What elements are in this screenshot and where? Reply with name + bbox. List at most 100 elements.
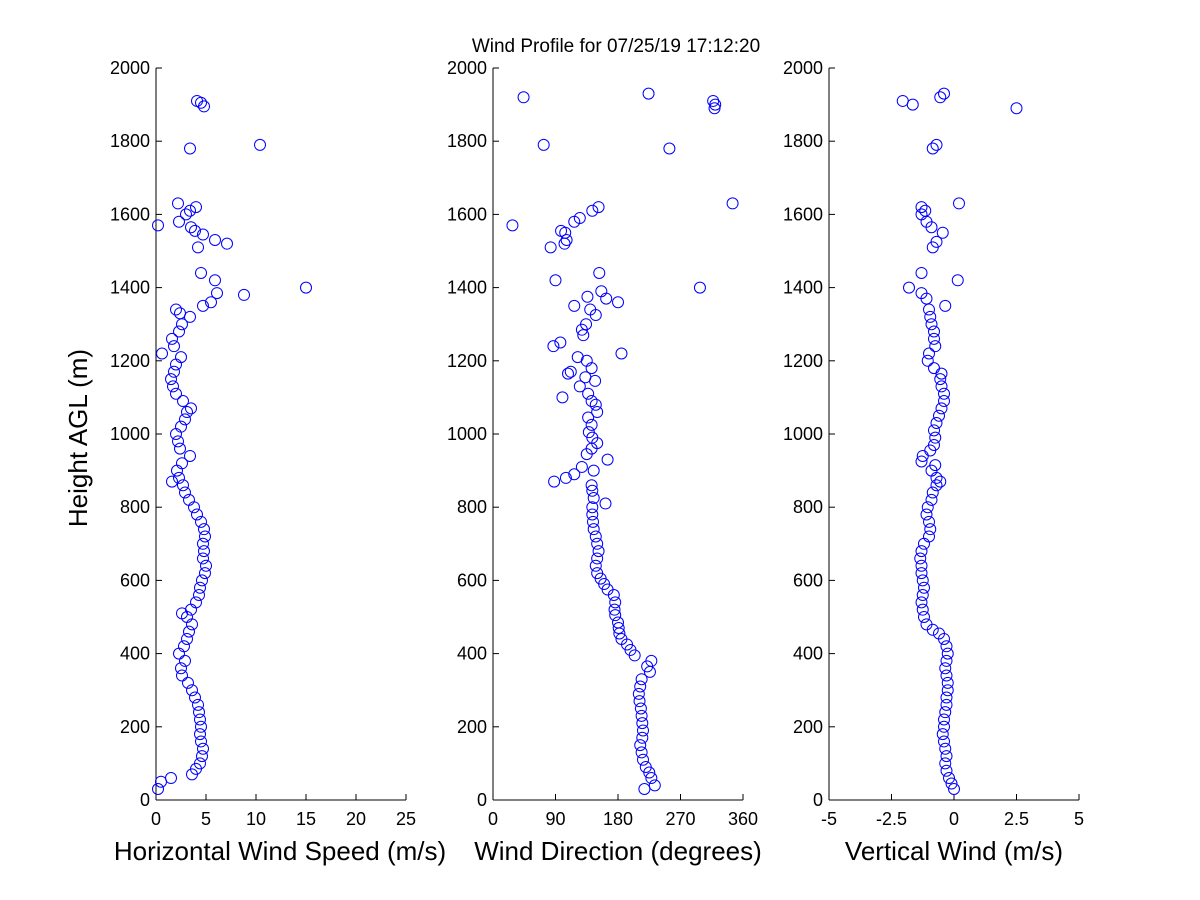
data-point [544, 241, 557, 254]
data-point [582, 387, 595, 400]
data-point [182, 676, 194, 689]
data-point [592, 201, 605, 214]
data-point [197, 537, 209, 550]
data-point [192, 241, 204, 254]
data-point [167, 380, 179, 393]
data-point [635, 746, 648, 759]
data-point [165, 373, 177, 386]
data-point [928, 438, 940, 451]
data-point [195, 266, 207, 279]
y-tick-label: 1200 [110, 351, 150, 371]
data-point [585, 479, 598, 492]
data-point [191, 508, 203, 521]
data-point [591, 552, 604, 565]
data-point [179, 654, 191, 667]
data-point [915, 559, 928, 572]
data-point [184, 204, 196, 217]
data-point [645, 654, 658, 667]
data-point [175, 351, 187, 364]
data-point [707, 94, 720, 107]
data-point [196, 574, 208, 587]
data-point [940, 691, 953, 704]
data-point [915, 201, 928, 214]
x-tick-label: 0 [151, 809, 161, 829]
data-point [918, 581, 930, 594]
data-point [190, 201, 202, 214]
data-point [181, 632, 193, 645]
y-tick-label: 1600 [447, 204, 487, 224]
data-point [941, 684, 954, 697]
data-point [571, 351, 584, 364]
data-point [915, 455, 928, 468]
data-point [916, 589, 929, 602]
data-point [940, 654, 953, 667]
x-tick-label: 0 [488, 809, 498, 829]
x-axis-label: Horizontal Wind Speed (m/s) [114, 836, 446, 866]
data-point [915, 545, 928, 558]
data-point [585, 395, 598, 408]
data-point [930, 479, 943, 492]
data-point [612, 616, 624, 629]
data-point [194, 728, 206, 741]
data-point [584, 303, 597, 316]
x-tick-label: 20 [346, 809, 366, 829]
data-point [589, 530, 602, 543]
data-point [938, 387, 950, 400]
data-point [601, 453, 614, 466]
data-point [548, 475, 561, 488]
data-point [183, 625, 195, 638]
x-tick-label: 2.5 [1004, 809, 1029, 829]
x-tick-label: 5 [201, 809, 211, 829]
y-tick-label: 200 [793, 717, 823, 737]
data-point [938, 735, 950, 748]
data-point [183, 493, 195, 506]
data-point [953, 197, 965, 210]
data-point [938, 713, 950, 726]
data-point [936, 226, 949, 239]
data-point [585, 418, 598, 431]
x-tick-label: 25 [396, 809, 416, 829]
data-point [573, 380, 586, 393]
data-point [582, 426, 595, 439]
data-point [940, 764, 953, 777]
data-point [197, 299, 209, 312]
data-point [547, 340, 560, 353]
data-point [165, 772, 177, 785]
y-tick-label: 0 [140, 790, 150, 810]
x-axis-label: Wind Direction (degrees) [474, 836, 762, 866]
x-tick-label: 10 [246, 809, 266, 829]
data-point [915, 287, 928, 300]
data-point [197, 742, 209, 755]
data-point [923, 515, 935, 528]
data-point [586, 484, 599, 497]
data-point [928, 325, 940, 338]
data-point [924, 523, 937, 536]
data-point [939, 757, 952, 770]
data-point [915, 266, 928, 279]
data-point [568, 468, 581, 481]
data-point [197, 552, 209, 565]
data-point [197, 228, 209, 241]
data-point [951, 274, 964, 287]
y-tick-label: 0 [813, 790, 823, 810]
data-point [940, 640, 953, 653]
data-point [580, 318, 593, 331]
data-point [934, 373, 947, 386]
data-point [185, 402, 197, 415]
y-tick-label: 1800 [110, 131, 150, 151]
panel-vertical-wind: 0 200 400 600 800 1000 1200 1400 1600 1800 2000 -5 -… [783, 58, 1084, 866]
data-point [595, 285, 608, 298]
y-tick-label: 600 [457, 570, 487, 590]
data-point [177, 395, 189, 408]
data-point [166, 475, 178, 488]
y-tick-label: 400 [457, 644, 487, 664]
data-point [928, 332, 940, 345]
data-point [173, 215, 185, 228]
data-point [915, 596, 928, 609]
data-point [194, 757, 206, 770]
data-point [615, 632, 628, 645]
data-point [185, 221, 197, 234]
data-point [923, 347, 935, 360]
